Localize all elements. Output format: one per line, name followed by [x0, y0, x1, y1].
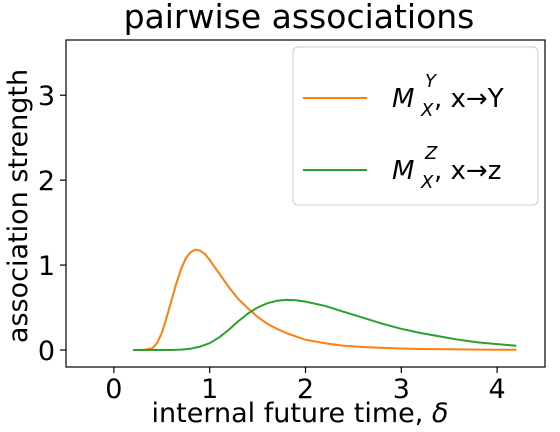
- legend-label-sup: Z: [424, 143, 438, 164]
- y-tick-label: 3: [38, 81, 55, 112]
- y-axis-label: association strength: [3, 69, 34, 343]
- legend-label-suffix: , x→Y: [434, 84, 504, 114]
- x-tick-label: 1: [201, 374, 218, 405]
- legend-label-main: M: [392, 84, 414, 114]
- x-tick-label: 4: [489, 374, 506, 405]
- x-tick-label: 0: [105, 374, 122, 405]
- y-tick-label: 1: [38, 251, 55, 282]
- series-lines: [133, 248, 517, 351]
- series-line-1: [133, 248, 517, 351]
- series-line-2: [133, 298, 517, 351]
- x-tick-label: 3: [393, 374, 410, 405]
- legend-item-2: MZX, x→z: [303, 143, 501, 193]
- x-axis-label: internal future time, δ: [152, 398, 449, 429]
- legend-label-sub: X: [420, 172, 434, 193]
- legend-label-sub: X: [420, 100, 434, 121]
- y-tick-label: 2: [38, 166, 55, 197]
- legend-label-main: M: [392, 156, 414, 186]
- legend-label-sup: Y: [425, 71, 438, 92]
- legend-label-suffix: , x→z: [434, 156, 501, 186]
- axis-ticks: 0 1 2 3 4 0 1 2 3: [38, 81, 506, 405]
- legend-box: [292, 46, 539, 206]
- legend-item-1: MYX, x→Y: [303, 71, 504, 121]
- x-tick-label: 2: [297, 374, 314, 405]
- chart-title: pairwise associations: [124, 0, 475, 36]
- y-tick-label: 0: [38, 336, 55, 367]
